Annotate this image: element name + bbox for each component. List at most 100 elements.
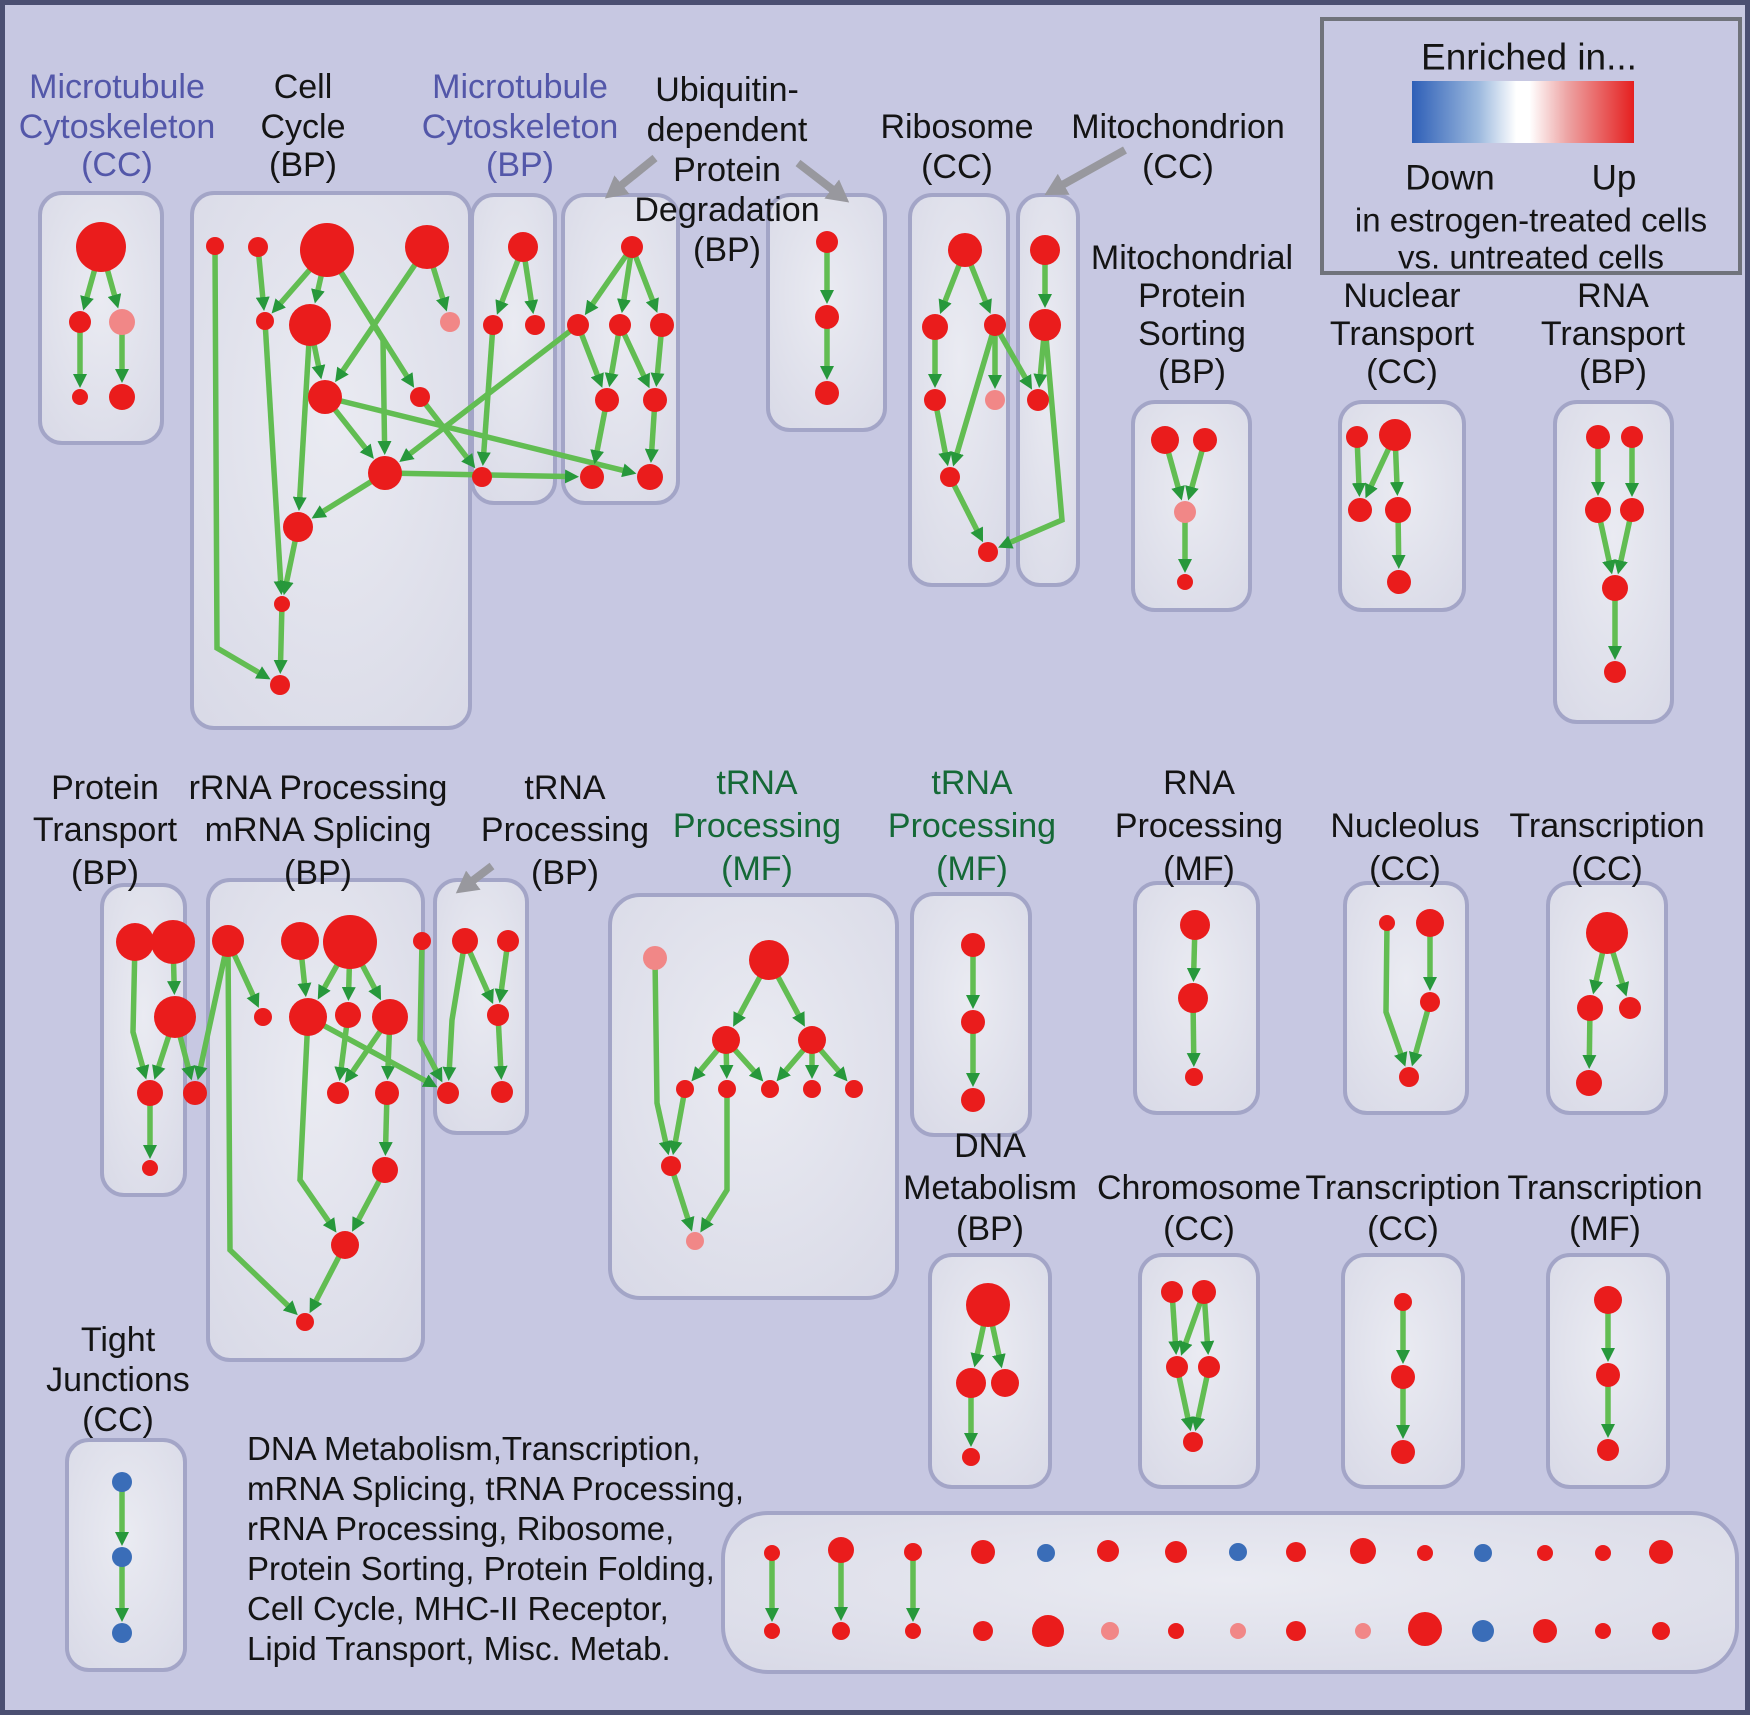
edge-arrow	[273, 603, 288, 675]
cluster-label-line: Cell	[274, 68, 333, 106]
go-term-node	[72, 389, 88, 405]
go-term-node	[1030, 235, 1060, 265]
go-term-node	[206, 237, 224, 255]
cluster-label-line: (CC)	[1163, 1210, 1235, 1248]
go-term-node	[452, 928, 478, 954]
edge-arrow	[700, 1089, 730, 1233]
go-term-node	[661, 1156, 681, 1176]
box-dna-metabolism	[928, 1253, 1052, 1489]
cluster-label-line: Cycle	[260, 108, 345, 146]
go-term-node	[1391, 1365, 1415, 1389]
label-pointer-arrow	[1044, 146, 1127, 195]
cluster-label-trna-processing-mf-2: tRNA Processing (MF)	[888, 764, 1056, 888]
cluster-label-line: dependent	[647, 111, 808, 149]
edge-arrow	[1383, 922, 1408, 1067]
go-term-node	[1597, 1439, 1619, 1461]
go-term-node	[621, 236, 643, 258]
go-term-node	[254, 1008, 272, 1026]
go-term-node	[183, 1081, 207, 1105]
go-term-node	[137, 1080, 163, 1106]
cluster-label-line: Processing	[1115, 807, 1283, 845]
cluster-label-line: Protein	[673, 151, 781, 189]
go-term-node	[1174, 501, 1196, 523]
go-term-node	[1230, 1623, 1246, 1639]
go-term-node	[1596, 1363, 1620, 1387]
go-term-node	[1472, 1620, 1494, 1642]
go-term-node	[331, 1231, 359, 1259]
edge-arrow	[668, 1088, 688, 1156]
go-term-node	[248, 237, 268, 257]
go-term-node	[1577, 995, 1603, 1021]
go-term-node	[1032, 1615, 1064, 1647]
mixed-terms-line: mRNA Splicing, tRNA Processing,	[247, 1470, 744, 1507]
label-pointer-arrow	[455, 862, 495, 894]
go-term-node	[1198, 1356, 1220, 1378]
go-term-node	[1027, 389, 1049, 411]
cluster-label-line: Cytoskeleton	[19, 108, 216, 146]
go-term-node	[961, 1010, 985, 1034]
cluster-label-line: Microtubule	[432, 68, 608, 106]
go-term-node	[1416, 909, 1444, 937]
go-term-node	[1391, 1440, 1415, 1464]
go-term-node	[1595, 1545, 1611, 1561]
go-term-node	[154, 996, 196, 1038]
go-term-node	[1379, 419, 1411, 451]
go-term-node	[712, 1026, 740, 1054]
cluster-label-line: Nuclear	[1343, 277, 1460, 315]
cluster-label-line: Metabolism	[903, 1169, 1077, 1207]
cluster-label-rna-processing-mf: RNA Processing (MF)	[1115, 764, 1283, 888]
legend-box	[1320, 17, 1742, 275]
mixed-terms-line: Cell Cycle, MHC-II Receptor,	[247, 1590, 669, 1627]
cluster-label-line: (CC)	[1142, 148, 1214, 186]
cluster-label-transcription-cc-bottom: Transcription(CC)	[1305, 1169, 1500, 1248]
go-term-node	[1185, 1068, 1203, 1086]
go-term-node	[1649, 1540, 1673, 1564]
cluster-label-line: Transport	[1330, 315, 1475, 353]
cluster-label-rrna-processing-mrna-splicing-bp: rRNA Processing mRNA Splicing (BP)	[189, 769, 448, 892]
cluster-label-line: (CC)	[1367, 1210, 1439, 1248]
go-term-node	[650, 313, 674, 337]
go-term-node	[686, 1232, 704, 1250]
cluster-label-line: Sorting	[1138, 315, 1246, 353]
cluster-label-line: Transcription	[1507, 1169, 1702, 1207]
edge-arrow	[476, 324, 496, 467]
go-term-node	[413, 932, 431, 950]
go-term-node	[924, 389, 946, 411]
cluster-label-line: Transcription	[1509, 807, 1704, 845]
edge-arrow	[584, 245, 635, 316]
go-term-node	[971, 1540, 995, 1564]
edge-arrow	[324, 248, 392, 456]
cluster-label-line: (MF)	[1163, 850, 1235, 888]
cluster-label-line: Tight	[81, 1321, 156, 1359]
go-term-node	[335, 1002, 361, 1028]
go-term-node	[483, 315, 503, 335]
cluster-label-ubiquitin-degradation-bp: Ubiquitin-dependentProteinDegradation(BP…	[634, 71, 819, 269]
go-term-node	[289, 998, 327, 1036]
go-term-node	[966, 1283, 1010, 1327]
cluster-label-line: (BP)	[693, 231, 761, 269]
edge-arrow	[652, 957, 673, 1156]
cluster-label-line: (CC)	[1571, 850, 1643, 888]
go-term-node	[973, 1621, 993, 1641]
go-term-node	[283, 512, 313, 542]
cluster-label-ribosome-cc: Ribosome(CC)	[880, 108, 1033, 186]
go-term-node	[1029, 309, 1061, 341]
box-transcription-cc-mid	[1546, 881, 1668, 1115]
edge-arrow	[998, 324, 1065, 549]
go-term-node	[1161, 1281, 1183, 1303]
legend-title: Enriched in...	[1421, 37, 1637, 78]
box-microtubule-bp	[470, 193, 557, 505]
mixed-terms-line: Lipid Transport, Misc. Metab.	[247, 1630, 671, 1667]
cluster-label-line: (MF)	[721, 850, 793, 888]
mixed-terms-line: rRNA Processing, Ribosome,	[247, 1510, 674, 1547]
cluster-label-line: (MF)	[1569, 1210, 1641, 1248]
cluster-label-line: Ubiquitin-	[655, 71, 799, 109]
go-term-node	[437, 1082, 459, 1104]
go-term-node	[472, 467, 492, 487]
cluster-label-line: Degradation	[634, 191, 819, 229]
legend-subtitle-2: vs. untreated cells	[1398, 239, 1664, 276]
go-term-node	[1604, 661, 1626, 683]
cluster-label-line: mRNA Splicing	[205, 811, 432, 849]
